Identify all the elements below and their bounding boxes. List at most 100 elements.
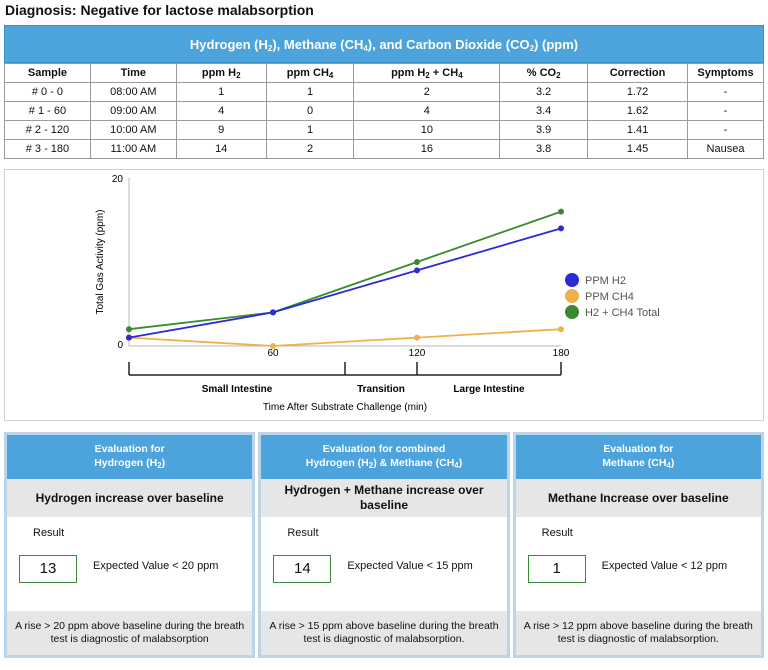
- data-point-h2: [414, 267, 420, 274]
- cell-correction: 1.72: [587, 82, 688, 102]
- region-label-small-intestine: Small Intestine: [202, 384, 273, 395]
- cell-correction: 1.45: [587, 139, 688, 159]
- cell-time: 11:00 AM: [89, 139, 177, 159]
- result-label: Result: [33, 527, 65, 539]
- cell-symptoms: Nausea: [686, 139, 765, 159]
- y-tick-label-top: 20: [112, 174, 124, 185]
- series-line-total: [128, 210, 562, 331]
- card-header: Evaluation for combined Hydrogen (H2) & …: [261, 435, 507, 479]
- legend-label-total: H2 + CH4 Total: [585, 307, 660, 319]
- cell-co2: 3.2: [499, 82, 589, 102]
- y-tick-label-zero: 0: [117, 340, 123, 351]
- cell-correction: 1.62: [587, 101, 688, 121]
- region-label-transition: Transition: [357, 384, 405, 395]
- cell-h2: 1: [175, 82, 267, 102]
- series-line-h2: [128, 227, 562, 339]
- table-row: # 3 - 180 11:00 AM 14 2 16 3.8 1.45 Naus…: [4, 139, 765, 159]
- cell-ch4: 1: [265, 82, 355, 102]
- region-label-large-intestine: Large Intestine: [453, 384, 525, 395]
- series-layer: [126, 208, 564, 349]
- legend-swatch-ch4: [565, 289, 579, 303]
- cell-sum: 16: [353, 139, 501, 159]
- col-header-co2: % CO2: [499, 63, 589, 83]
- data-point-ch4: [414, 334, 420, 341]
- col-header-ppm-h2: ppm H2: [175, 63, 267, 83]
- cell-co2: 3.4: [499, 101, 589, 121]
- gas-table-title: Hydrogen (H2), Methane (CH4), and Carbon…: [4, 25, 764, 63]
- card-header: Evaluation for Hydrogen (H2): [7, 435, 253, 479]
- cell-sample: # 3 - 180: [4, 139, 91, 159]
- cell-correction: 1.41: [587, 120, 688, 140]
- cell-h2: 9: [175, 120, 267, 140]
- card-footnote: A rise > 15 ppm above baseline during th…: [261, 611, 507, 655]
- card-subtitle: Methane Increase over baseline: [515, 479, 761, 517]
- col-header-ppm-ch4: ppm CH4: [265, 63, 355, 83]
- legend-swatch-h2: [565, 273, 579, 287]
- cell-time: 09:00 AM: [89, 101, 177, 121]
- col-header-ppm-sum: ppm H2 + CH4: [353, 63, 501, 83]
- cell-sample: # 1 - 60: [4, 101, 91, 121]
- x-axis-label: Time After Substrate Challenge (min): [263, 402, 427, 413]
- card-body: Result 1 Expected Value < 12 ppm: [516, 517, 761, 611]
- result-value-box: 14: [273, 555, 332, 583]
- cell-symptoms: -: [686, 82, 765, 102]
- evaluation-card-combined: Evaluation for combined Hydrogen (H2) & …: [258, 432, 510, 658]
- expected-value: Expected Value < 12 ppm: [601, 560, 728, 572]
- gas-activity-chart: 20 0 Total Gas Activity (ppm) 60 120 180…: [4, 169, 764, 421]
- card-footnote: A rise > 12 ppm above baseline during th…: [515, 611, 761, 655]
- cell-time: 10:00 AM: [89, 120, 177, 140]
- data-point-total: [414, 259, 420, 265]
- result-value-box: 13: [19, 555, 77, 583]
- legend: PPM H2 PPM CH4 H2 + CH4 Total: [565, 273, 660, 319]
- data-point-h2: [558, 225, 564, 232]
- cell-co2: 3.8: [499, 139, 589, 159]
- card-header: Evaluation for Methane (CH4): [515, 435, 761, 479]
- cell-ch4: 1: [265, 120, 355, 140]
- gas-table-header-row: Sample Time ppm H2 ppm CH4 ppm H2 + CH4 …: [4, 63, 765, 83]
- data-point-ch4: [558, 326, 564, 333]
- chart-canvas: 20 0 Total Gas Activity (ppm) 60 120 180…: [95, 174, 660, 413]
- gas-table-section: Hydrogen (H2), Methane (CH4), and Carbon…: [4, 25, 765, 159]
- series-line-ch4: [128, 328, 562, 347]
- diagnosis-title: Diagnosis: Negative for lactose malabsor…: [5, 2, 314, 18]
- cell-symptoms: -: [686, 120, 765, 140]
- data-point-total: [126, 326, 132, 333]
- region-bracket: [128, 362, 562, 376]
- cell-h2: 14: [175, 139, 267, 159]
- y-axis-label: Total Gas Activity (ppm): [95, 209, 106, 314]
- card-footnote: A rise > 20 ppm above baseline during th…: [7, 611, 253, 655]
- cell-ch4: 0: [265, 101, 355, 121]
- cell-sample: # 0 - 0: [4, 82, 91, 102]
- cell-h2: 4: [175, 101, 267, 121]
- gas-table: Sample Time ppm H2 ppm CH4 ppm H2 + CH4 …: [4, 63, 765, 159]
- cell-sum: 4: [353, 101, 501, 121]
- x-tick-label-180: 180: [553, 348, 570, 359]
- result-label: Result: [541, 527, 573, 539]
- legend-label-ch4: PPM CH4: [585, 291, 634, 303]
- cell-ch4: 2: [265, 139, 355, 159]
- evaluation-card-methane: Evaluation for Methane (CH4) Methane Inc…: [512, 432, 764, 658]
- card-body: Result 14 Expected Value < 15 ppm: [261, 517, 506, 611]
- cell-co2: 3.9: [499, 120, 589, 140]
- data-point-total: [558, 208, 564, 215]
- result-label: Result: [287, 527, 319, 539]
- card-subtitle: Hydrogen increase over baseline: [7, 479, 253, 517]
- col-header-correction: Correction: [587, 63, 688, 83]
- col-header-time: Time: [89, 63, 177, 83]
- col-header-symptoms: Symptoms: [686, 63, 765, 83]
- col-header-sample: Sample: [4, 63, 91, 83]
- legend-label-h2: PPM H2: [585, 275, 626, 287]
- cell-sum: 2: [353, 82, 501, 102]
- expected-value: Expected Value < 15 ppm: [347, 560, 473, 572]
- x-tick-label-60: 60: [267, 348, 279, 359]
- card-subtitle: Hydrogen + Methane increase over baselin…: [261, 479, 507, 517]
- cell-symptoms: -: [686, 101, 765, 121]
- legend-swatch-total: [565, 305, 579, 319]
- expected-value: Expected Value < 20 ppm: [93, 560, 219, 572]
- data-point-h2: [126, 334, 132, 341]
- cell-sample: # 2 - 120: [4, 120, 91, 140]
- x-tick-label-120: 120: [409, 348, 426, 359]
- data-point-h2: [270, 309, 276, 316]
- evaluation-card-hydrogen: Evaluation for Hydrogen (H2) Hydrogen in…: [4, 432, 256, 658]
- evaluation-cards: Evaluation for Hydrogen (H2) Hydrogen in…: [4, 432, 764, 658]
